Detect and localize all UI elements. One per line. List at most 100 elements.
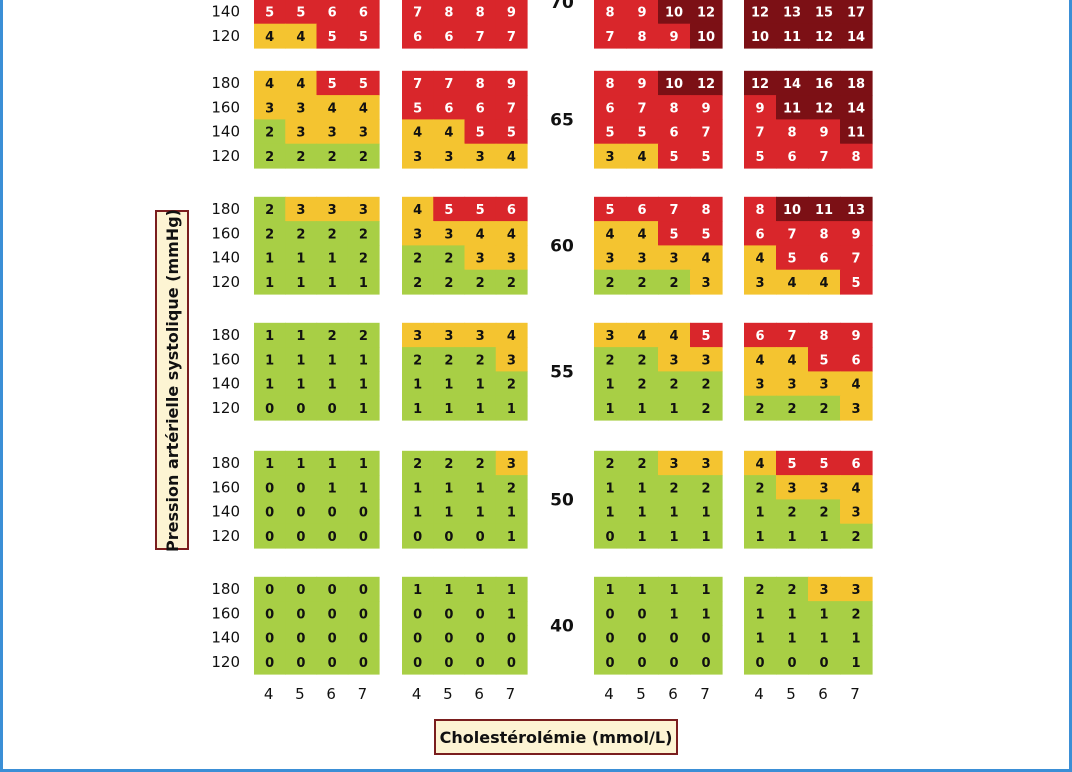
risk-cell-value: 0 — [507, 656, 516, 671]
risk-cell-value: 0 — [328, 632, 337, 647]
age-group-label: 40 — [550, 616, 574, 636]
risk-cell — [464, 649, 497, 675]
risk-cell-value: 0 — [413, 607, 422, 622]
risk-cell-value: 1 — [265, 329, 274, 344]
risk-cell — [347, 245, 380, 271]
risk-cell-value: 1 — [328, 353, 337, 368]
risk-cell — [690, 95, 723, 120]
risk-cell-value: 7 — [413, 6, 422, 21]
risk-cell — [808, 649, 841, 675]
risk-cell — [347, 269, 380, 295]
risk-cell-value: 0 — [265, 656, 274, 671]
risk-cell — [316, 143, 349, 169]
cholesterol-tick-label: 7 — [358, 685, 368, 703]
risk-cell — [626, 245, 659, 271]
risk-cell-value: 0 — [605, 607, 614, 622]
risk-cell — [626, 625, 659, 651]
cholesterol-tick-label: 4 — [264, 685, 274, 703]
risk-cell — [316, 0, 349, 25]
risk-cell — [658, 371, 691, 397]
risk-cell — [626, 475, 659, 500]
risk-cell — [254, 95, 286, 120]
risk-cell — [594, 601, 627, 626]
cholesterol-tick-label: 4 — [412, 685, 422, 703]
risk-cell — [316, 70, 349, 96]
risk-cell-value: 2 — [265, 150, 274, 165]
risk-cell — [285, 269, 318, 295]
risk-cell — [776, 23, 809, 49]
risk-cell — [840, 23, 873, 49]
risk-cell-value: 0 — [444, 656, 453, 671]
risk-cell-value: 2 — [359, 252, 368, 267]
risk-cell-value: 1 — [359, 276, 368, 291]
risk-cell — [626, 196, 659, 222]
risk-cell — [840, 371, 873, 397]
risk-cell-value: 1 — [296, 353, 305, 368]
risk-cell — [347, 475, 380, 500]
risk-cell — [402, 475, 434, 500]
risk-cell — [744, 245, 777, 271]
risk-cell — [744, 221, 777, 246]
risk-cell — [744, 347, 777, 372]
risk-cell — [316, 601, 349, 626]
risk-cell — [402, 371, 434, 397]
risk-cell-value: 1 — [476, 481, 485, 496]
risk-cell-value: 1 — [701, 583, 710, 598]
risk-cell-value: 1 — [605, 481, 614, 496]
risk-cell — [594, 269, 627, 295]
risk-cell — [433, 23, 466, 49]
risk-cell — [433, 70, 466, 96]
risk-cell-value: 11 — [815, 203, 833, 218]
risk-cell — [347, 576, 380, 602]
risk-cell-value: 3 — [507, 252, 516, 267]
risk-cell-value: 4 — [755, 353, 764, 368]
risk-cell-value: 8 — [605, 6, 614, 21]
risk-cell — [626, 576, 659, 602]
risk-cell — [776, 0, 809, 25]
risk-cell — [626, 322, 659, 348]
risk-cell — [347, 70, 380, 96]
risk-cell — [808, 395, 841, 421]
risk-cell — [464, 119, 497, 145]
risk-cell — [285, 119, 318, 145]
risk-cell — [285, 649, 318, 675]
cholesterol-tick-label: 4 — [754, 685, 764, 703]
risk-cell — [744, 395, 777, 421]
risk-cell — [594, 119, 627, 145]
risk-cell — [744, 576, 777, 602]
risk-cell — [594, 625, 627, 651]
risk-cell — [285, 196, 318, 222]
risk-cell-value: 4 — [296, 77, 305, 92]
risk-cell-value: 2 — [637, 353, 646, 368]
risk-cell — [254, 499, 286, 525]
risk-cell-value: 2 — [851, 607, 860, 622]
risk-cell-value: 1 — [359, 402, 368, 417]
risk-cell — [254, 322, 286, 348]
risk-cell-value: 0 — [701, 632, 710, 647]
risk-cell-value: 5 — [265, 6, 274, 21]
risk-cell — [402, 143, 434, 169]
risk-cell-value: 2 — [819, 506, 828, 521]
risk-cell — [433, 95, 466, 120]
risk-cell — [495, 95, 528, 120]
risk-cell — [626, 221, 659, 246]
risk-cell — [744, 625, 777, 651]
risk-cell — [776, 221, 809, 246]
risk-cell — [658, 119, 691, 145]
risk-cell-value: 0 — [328, 656, 337, 671]
risk-cell-value: 8 — [819, 329, 828, 344]
risk-cell-value: 12 — [815, 30, 833, 45]
risk-cell-value: 4 — [507, 150, 516, 165]
risk-cell — [285, 347, 318, 372]
risk-cell — [433, 269, 466, 295]
risk-cell-value: 1 — [507, 402, 516, 417]
risk-cell-value: 2 — [701, 481, 710, 496]
risk-cell-value: 2 — [605, 353, 614, 368]
risk-cell-value: 0 — [265, 632, 274, 647]
risk-cell — [285, 371, 318, 397]
risk-cell — [433, 475, 466, 500]
risk-cell — [254, 625, 286, 651]
risk-cell — [347, 322, 380, 348]
risk-cell — [690, 196, 723, 222]
risk-cell — [402, 221, 434, 246]
